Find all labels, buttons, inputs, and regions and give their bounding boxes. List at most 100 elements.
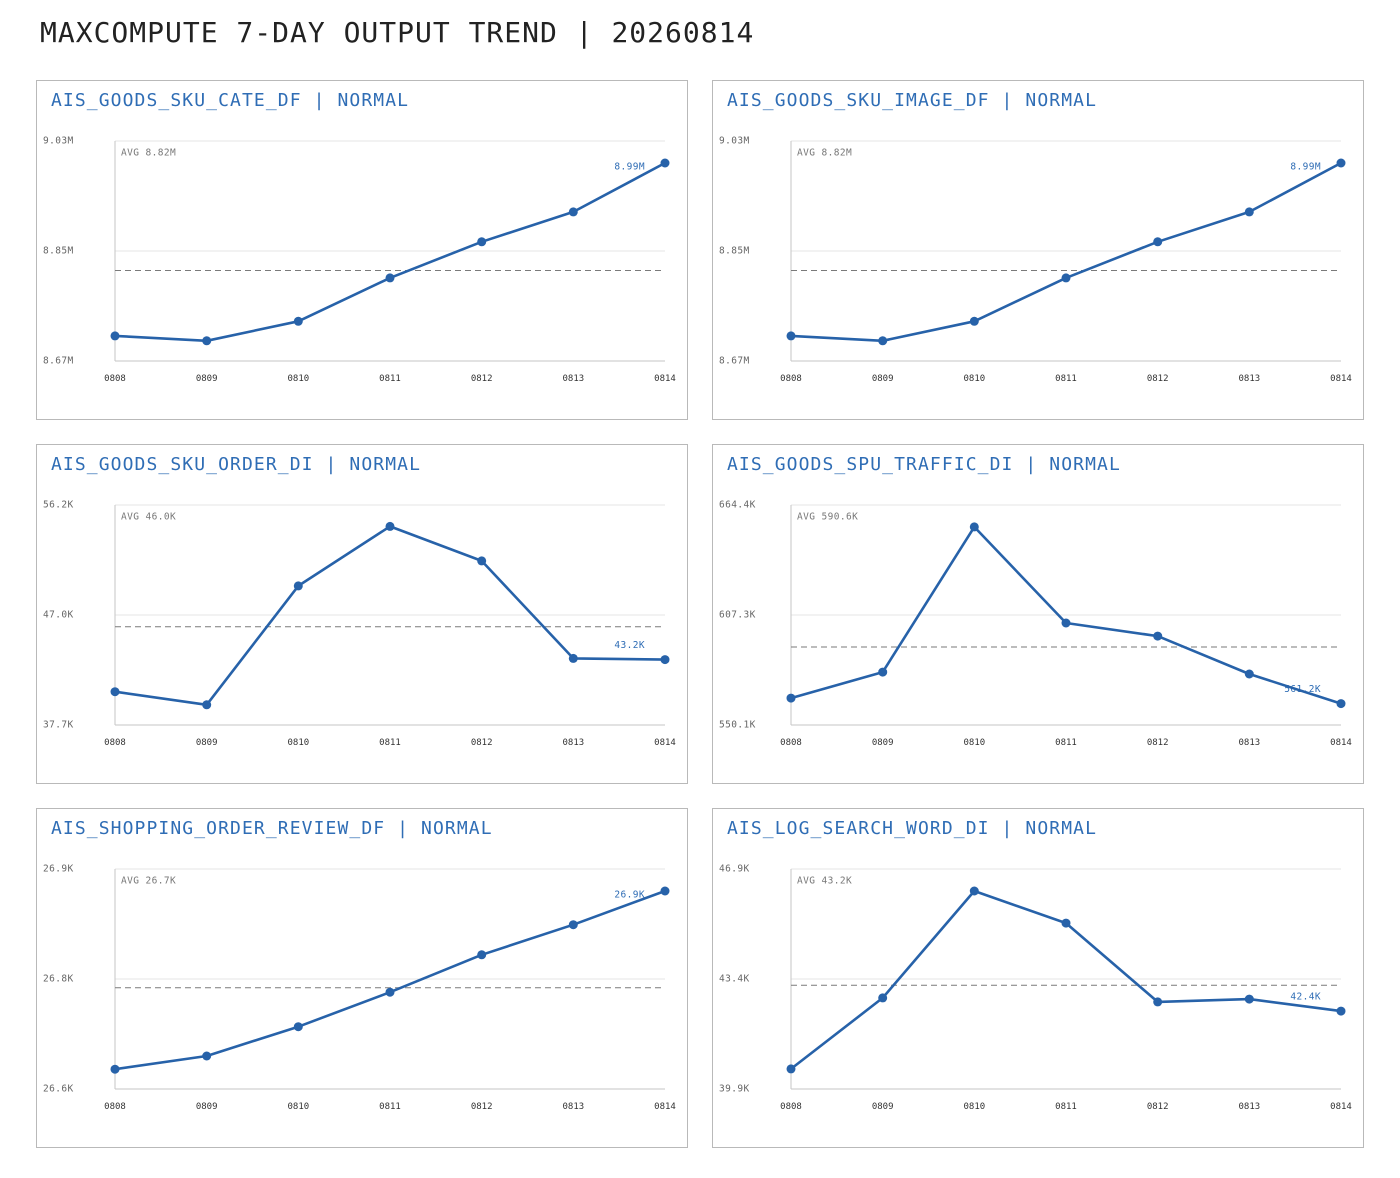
x-tick-label: 0808	[780, 738, 802, 748]
data-point	[1061, 918, 1071, 928]
x-tick-label: 0808	[104, 374, 126, 384]
x-tick-label: 0811	[1055, 738, 1077, 748]
x-tick-label: 0811	[379, 1102, 401, 1112]
x-tick-label: 0810	[287, 1102, 309, 1112]
y-tick-label: 43.4K	[719, 974, 750, 985]
chart-panel: 26.9K 26.8K 26.6K 0808 0809 0810 0811 0812 0813 0…	[36, 808, 688, 1148]
x-tick-label: 0810	[287, 374, 309, 384]
line-chart: 9.03M 8.85M 8.67M 0808 0809 0810 0811 0812 0813 0…	[719, 136, 1352, 385]
data-point	[660, 886, 670, 896]
data-point	[293, 1022, 303, 1032]
data-point	[1336, 1006, 1346, 1016]
series-line	[113, 161, 667, 343]
x-tick-label: 0814	[654, 1102, 676, 1112]
x-tick-label: 0810	[963, 1102, 985, 1112]
line-chart: 664.4K 607.3K 550.1K 0808 0809 0810 0811 0812 08…	[719, 500, 1352, 749]
data-point	[293, 581, 303, 591]
data-point	[786, 331, 796, 341]
x-tick-label: 0811	[379, 374, 401, 384]
x-tick-label: 0810	[963, 374, 985, 384]
average-label: AVG 26.7K	[121, 876, 176, 887]
x-tick-label: 0809	[872, 738, 894, 748]
x-tick-label: 0814	[1330, 738, 1352, 748]
data-point	[202, 336, 212, 346]
data-point	[477, 237, 487, 247]
y-tick-label: 8.85M	[719, 246, 750, 257]
y-tick-label: 37.7K	[43, 720, 74, 731]
x-tick-label: 0809	[196, 1102, 218, 1112]
x-tick-label: 0811	[1055, 1102, 1077, 1112]
x-tick-label: 0811	[1055, 374, 1077, 384]
x-tick-label: 0813	[1238, 738, 1260, 748]
x-tick-label: 0810	[963, 738, 985, 748]
data-point	[477, 556, 487, 566]
last-value-label: 43.2K	[614, 640, 645, 651]
data-point	[477, 950, 487, 960]
x-tick-label: 0813	[562, 1102, 584, 1112]
page-title: MAXCOMPUTE 7-DAY OUTPUT TREND | 20260814	[40, 16, 755, 49]
series-line	[789, 889, 1343, 1071]
data-point	[969, 886, 979, 896]
series-line	[113, 525, 667, 707]
y-tick-label: 47.0K	[43, 610, 74, 621]
x-tick-label: 0809	[196, 738, 218, 748]
chart-panel: 9.03M 8.85M 8.67M 0808 0809 0810 0811 0812 0813 0…	[712, 80, 1364, 420]
line-chart: 9.03M 8.85M 8.67M 0808 0809 0810 0811 0812 0813 0…	[43, 136, 676, 385]
line-chart: 56.2K 47.0K 37.7K 0808 0809 0810 0811 0812 0813 0…	[43, 500, 676, 749]
average-label: AVG 46.0K	[121, 512, 176, 523]
x-tick-label: 0813	[1238, 374, 1260, 384]
y-tick-label: 46.9K	[719, 864, 750, 875]
chart-panel: 9.03M 8.85M 8.67M 0808 0809 0810 0811 0812 0813 0…	[36, 80, 688, 420]
average-label: AVG 8.82M	[797, 148, 852, 159]
x-tick-label: 0808	[104, 1102, 126, 1112]
y-tick-label: 9.03M	[719, 136, 750, 147]
data-point	[202, 1051, 212, 1061]
data-point	[660, 158, 670, 168]
panel-title: AIS_SHOPPING_ORDER_REVIEW_DF | NORMAL	[51, 818, 493, 839]
x-tick-label: 0809	[872, 374, 894, 384]
data-point	[110, 1064, 120, 1074]
x-tick-label: 0808	[780, 1102, 802, 1112]
data-point	[786, 693, 796, 703]
data-point	[385, 273, 395, 283]
data-point	[202, 700, 212, 710]
line-chart: 26.9K 26.8K 26.6K 0808 0809 0810 0811 0812 0813 0…	[43, 864, 676, 1113]
data-point	[385, 521, 395, 531]
panel-title: AIS_LOG_SEARCH_WORD_DI | NORMAL	[727, 818, 1098, 839]
x-tick-label: 0812	[471, 374, 493, 384]
data-point	[1153, 237, 1163, 247]
data-point	[1061, 273, 1071, 283]
x-tick-label: 0808	[780, 374, 802, 384]
x-tick-label: 0812	[1147, 374, 1169, 384]
panel-title: AIS_GOODS_SKU_IMAGE_DF | NORMAL	[727, 90, 1098, 111]
y-tick-label: 8.85M	[43, 246, 74, 257]
x-tick-label: 0809	[196, 374, 218, 384]
y-tick-label: 664.4K	[719, 500, 756, 511]
x-tick-label: 0812	[471, 738, 493, 748]
average-label: AVG 590.6K	[797, 512, 858, 523]
data-point	[568, 653, 578, 663]
y-tick-label: 8.67M	[719, 356, 750, 367]
last-value-label: 42.4K	[1290, 992, 1321, 1003]
last-value-label: 8.99M	[1290, 162, 1321, 173]
data-point	[878, 667, 888, 677]
line-chart: 46.9K 43.4K 39.9K 0808 0809 0810 0811 0812 0813 0…	[719, 864, 1352, 1113]
data-point	[293, 316, 303, 326]
chart-panel: 56.2K 47.0K 37.7K 0808 0809 0810 0811 0812 0813 0…	[36, 444, 688, 784]
x-tick-label: 0808	[104, 738, 126, 748]
chart-panel: 664.4K 607.3K 550.1K 0808 0809 0810 0811 0812 08…	[712, 444, 1364, 784]
data-point	[1336, 699, 1346, 709]
x-tick-label: 0812	[1147, 1102, 1169, 1112]
chart-panel: 46.9K 43.4K 39.9K 0808 0809 0810 0811 0812 0813 0…	[712, 808, 1364, 1148]
data-point	[1244, 669, 1254, 679]
data-point	[878, 993, 888, 1003]
x-tick-label: 0812	[471, 1102, 493, 1112]
data-point	[786, 1064, 796, 1074]
data-point	[969, 522, 979, 532]
x-tick-label: 0812	[1147, 738, 1169, 748]
x-tick-label: 0813	[562, 738, 584, 748]
x-tick-label: 0809	[872, 1102, 894, 1112]
x-tick-label: 0814	[654, 374, 676, 384]
series-line	[113, 889, 667, 1071]
y-tick-label: 26.8K	[43, 974, 74, 985]
